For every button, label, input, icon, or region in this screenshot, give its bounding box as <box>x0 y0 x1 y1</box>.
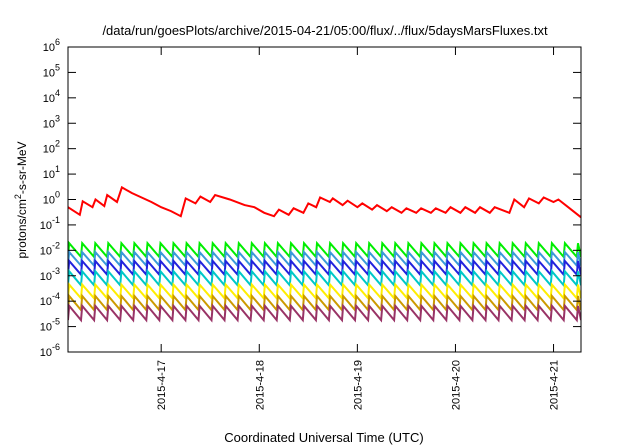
x-tick-label-4: 2015-4-21 <box>549 360 561 410</box>
y-tick-exp: 0 <box>55 190 60 200</box>
y-tick-label-3: 10-3 <box>40 266 60 283</box>
y-tick-base: 10 <box>40 347 52 359</box>
y-tick-label-12: 106 <box>43 37 60 54</box>
y-tick-label-11: 105 <box>43 62 60 79</box>
y-tick-exp: -3 <box>52 266 60 276</box>
y-axis-label: protons/cm2-s-sr-MeV <box>13 141 29 258</box>
x-tick-label-0: 2015-4-17 <box>156 360 168 410</box>
y-tick-exp: 6 <box>55 37 60 47</box>
y-tick-exp: -1 <box>52 215 60 225</box>
y-tick-base: 10 <box>40 220 52 232</box>
y-axis: 10-610-510-410-310-210-11001011021031041… <box>40 37 581 359</box>
y-tick-exp: -5 <box>52 317 60 327</box>
y-tick-base: 10 <box>43 118 55 130</box>
y-tick-exp: 2 <box>55 139 60 149</box>
y-tick-exp: 5 <box>55 62 60 72</box>
y-tick-exp: -4 <box>52 291 60 301</box>
y-tick-exp: 3 <box>55 113 60 123</box>
series-line-5 <box>68 282 581 301</box>
x-axis: 2015-4-17 2015-4-18 2015-4-19 2015-4-20 2015… <box>156 47 561 410</box>
y-tick-label-10: 104 <box>43 88 60 105</box>
series-layer <box>68 185 581 323</box>
y-tick-exp: 1 <box>55 164 60 174</box>
y-tick-base: 10 <box>43 93 55 105</box>
y-tick-base: 10 <box>43 169 55 181</box>
y-tick-base: 10 <box>43 195 55 207</box>
y-tick-label-9: 103 <box>43 113 60 130</box>
series-line-1 <box>68 240 581 260</box>
y-tick-exp: 4 <box>55 88 60 98</box>
y-tick-label-7: 101 <box>43 164 60 181</box>
y-tick-base: 10 <box>43 42 55 54</box>
y-tick-label-1: 10-5 <box>40 317 60 334</box>
y-tick-exp: -2 <box>52 240 60 250</box>
series-line-0 <box>68 185 581 219</box>
y-tick-label-0: 10-6 <box>40 342 60 359</box>
y-tick-base: 10 <box>40 322 52 334</box>
series-line-4 <box>68 268 581 288</box>
y-tick-label-4: 10-2 <box>40 240 60 257</box>
x-tick-label-3: 2015-4-20 <box>450 360 462 410</box>
x-tick-label-2: 2015-4-19 <box>352 360 364 410</box>
y-tick-base: 10 <box>40 296 52 308</box>
y-tick-label-6: 100 <box>43 190 60 207</box>
y-tick-exp: -6 <box>52 342 60 352</box>
x-axis-label: Coordinated Universal Time (UTC) <box>224 430 423 445</box>
y-tick-base: 10 <box>43 67 55 79</box>
y-tick-label-8: 102 <box>43 139 60 156</box>
y-tick-label-5: 10-1 <box>40 215 60 232</box>
y-tick-label-2: 10-4 <box>40 291 60 308</box>
y-tick-base: 10 <box>40 271 52 283</box>
y-axis-label-suffix: -s-sr-MeV <box>15 141 29 194</box>
y-tick-base: 10 <box>40 245 52 257</box>
chart-title: /data/run/goesPlots/archive/2015-04-21/0… <box>102 23 548 38</box>
y-tick-base: 10 <box>43 144 55 156</box>
y-axis-label-sup: 2 <box>13 194 23 199</box>
series-line-7 <box>68 303 581 323</box>
y-axis-label-prefix: protons/cm <box>15 199 29 258</box>
x-tick-label-1: 2015-4-18 <box>254 360 266 410</box>
